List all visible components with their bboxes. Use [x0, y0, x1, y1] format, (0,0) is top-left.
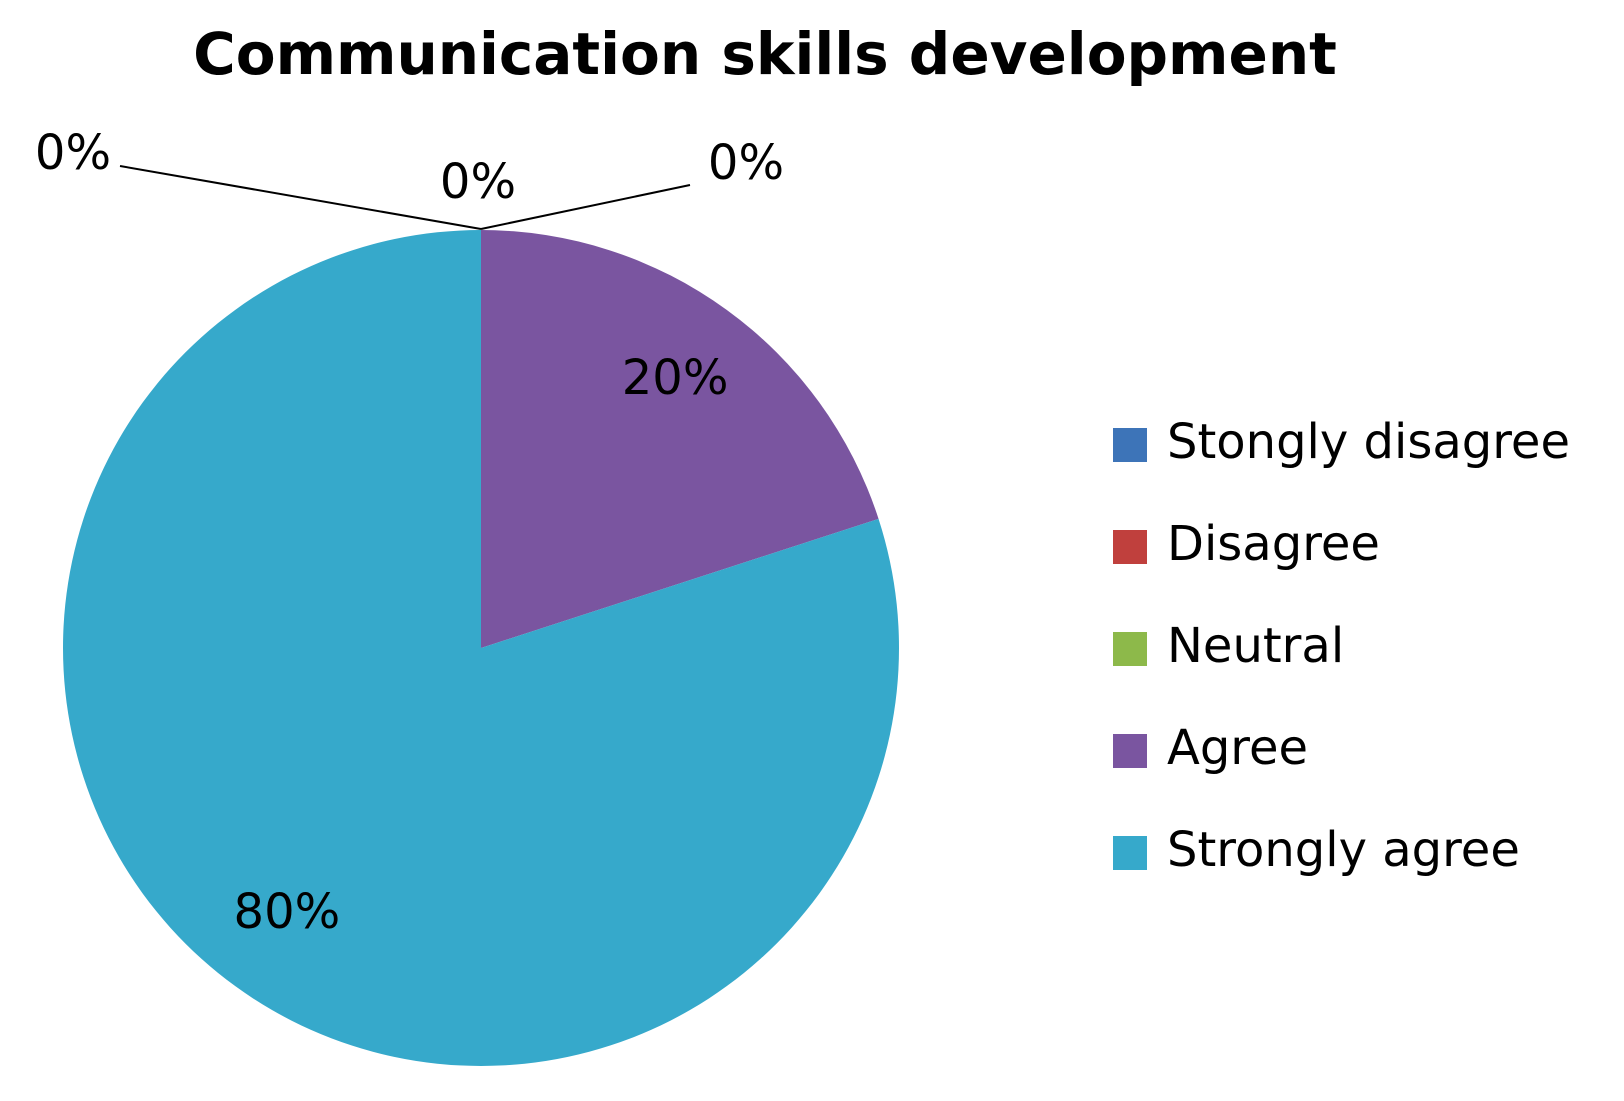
legend-label: Stongly disagree [1167, 414, 1570, 470]
pie-slice [481, 230, 879, 648]
legend-swatch [1113, 530, 1147, 564]
leader-line [119, 165, 482, 230]
legend-swatch [1113, 734, 1147, 768]
legend-label: Agree [1167, 720, 1308, 776]
chart-title: Communication skills development [193, 20, 1337, 88]
data-label: 0% [440, 154, 516, 210]
legend-label: Strongly agree [1167, 822, 1520, 878]
legend-label: Disagree [1167, 516, 1380, 572]
data-label: 0% [35, 125, 111, 181]
leader-line [480, 184, 691, 230]
data-label: 80% [234, 884, 341, 940]
legend-swatch [1113, 836, 1147, 870]
pie-slice [63, 230, 900, 1066]
data-label: 20% [622, 350, 729, 406]
legend-swatch [1113, 428, 1147, 462]
legend-label: Neutral [1167, 618, 1344, 674]
legend-swatch [1113, 632, 1147, 666]
data-label: 0% [708, 135, 784, 191]
